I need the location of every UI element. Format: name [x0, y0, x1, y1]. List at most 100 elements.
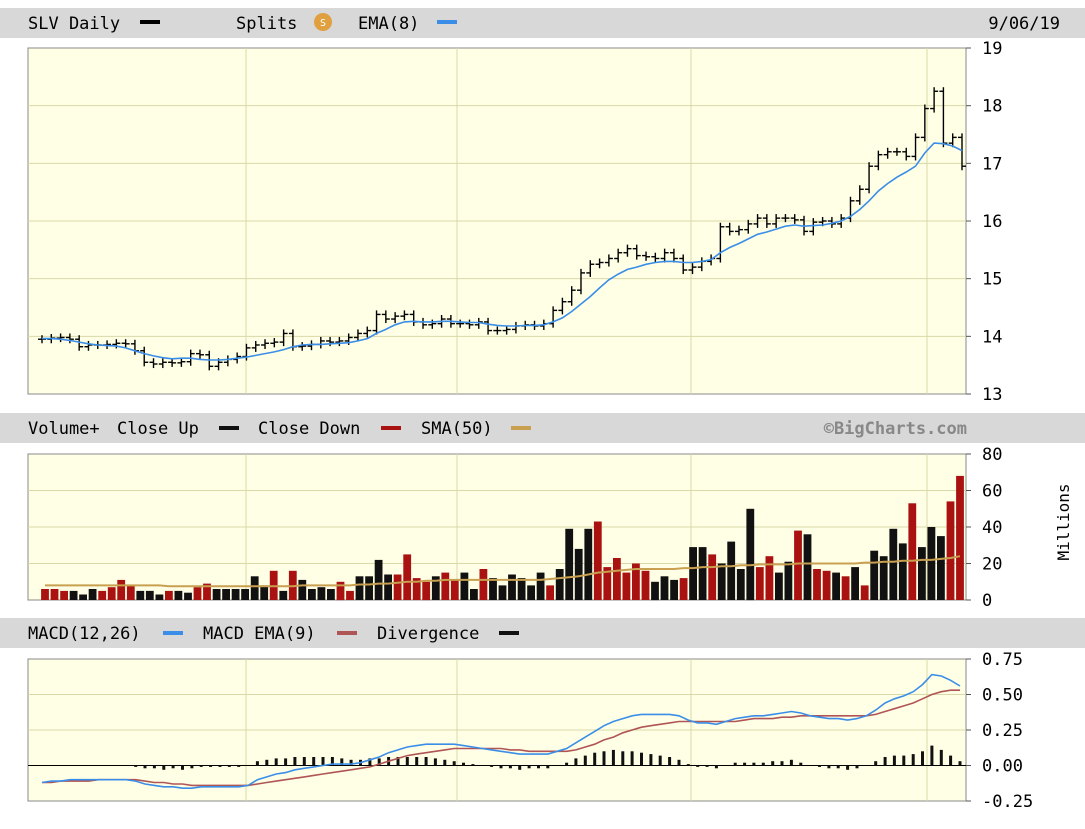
divergence-bar: [209, 765, 213, 767]
volume-bar: [98, 590, 107, 600]
volume-bar: [574, 548, 583, 600]
divergence-bar: [883, 757, 887, 766]
volume-unit-label: Millions: [1054, 483, 1073, 560]
divergence-bar: [593, 752, 597, 766]
sma-swatch: [511, 426, 531, 430]
volume-bar: [174, 590, 183, 600]
volume-bar: [832, 572, 840, 600]
volume-bar: [584, 528, 593, 600]
volume-bar: [317, 587, 326, 600]
divergence-bar: [199, 765, 203, 767]
volume-bar: [651, 581, 659, 601]
volume-bar: [126, 585, 135, 600]
volume-bar: [450, 579, 459, 600]
divergence-bar: [761, 762, 765, 766]
price-header-bar: [0, 8, 1085, 38]
divergence-bar: [152, 765, 156, 769]
divergence-bar: [312, 757, 316, 766]
divergence-swatch: [499, 631, 519, 635]
symbol-legend-swatch: [140, 20, 160, 24]
volume-bar: [860, 585, 869, 600]
volume-bar: [193, 587, 202, 600]
volume-bar: [355, 576, 364, 600]
bigcharts-watermark: ©BigCharts.com: [824, 419, 967, 439]
volume-bar: [41, 589, 49, 600]
volume-bar: [470, 589, 478, 600]
y-tick-label: -0.25: [982, 792, 1033, 812]
divergence-bar: [330, 757, 334, 766]
divergence-bar: [658, 755, 662, 766]
divergence-bar: [227, 765, 231, 767]
divergence-bar: [171, 765, 175, 769]
volume-bar: [746, 508, 755, 601]
volume-bar: [536, 572, 545, 600]
volume-bar: [546, 585, 554, 600]
divergence-bar: [340, 758, 344, 766]
volume-bar: [517, 578, 526, 600]
volume-bar: [755, 567, 764, 600]
chart-date: 9/06/19: [988, 14, 1060, 34]
divergence-bar: [574, 758, 578, 766]
divergence-bar: [415, 757, 419, 766]
divergence-bar: [649, 754, 653, 766]
divergence-bar: [668, 757, 672, 766]
divergence-bar: [640, 752, 643, 766]
volume-bar: [374, 559, 383, 600]
volume-bar: [260, 585, 269, 600]
divergence-bar: [499, 765, 503, 769]
divergence-bar: [433, 758, 437, 766]
y-tick-label: 16: [982, 212, 1002, 232]
divergence-bar: [396, 757, 400, 766]
y-tick-label: 0.25: [982, 721, 1023, 741]
divergence-bar: [190, 765, 194, 769]
volume-bar: [775, 572, 783, 600]
volume-bar: [336, 581, 345, 601]
macd-header-bar: [0, 618, 1085, 648]
y-tick-label: 20: [982, 555, 1002, 575]
sma-label: SMA(50): [421, 419, 493, 439]
volume-bar: [279, 590, 288, 600]
divergence-bar: [255, 761, 259, 766]
close-up-label: Close Up: [117, 419, 199, 439]
divergence-bar: [284, 758, 288, 766]
volume-bar: [736, 569, 745, 600]
divergence-bar: [874, 761, 878, 766]
price-ohlc-bars: [38, 87, 966, 371]
y-tick-label: 13: [982, 385, 1002, 405]
volume-bar: [632, 563, 640, 600]
splits-label: Splits: [236, 14, 297, 34]
volume-bar: [613, 558, 621, 600]
divergence-bar: [949, 755, 953, 766]
volume-bar: [565, 528, 574, 600]
macd-ema-swatch: [337, 631, 357, 635]
sma-line: [45, 555, 961, 588]
divergence-bar: [939, 749, 943, 766]
volume-bar: [403, 554, 412, 600]
ema-label: EMA(8): [358, 14, 419, 34]
splits-badge-icon[interactable]: [314, 13, 332, 31]
divergence-bar: [818, 765, 821, 767]
symbol-label: SLV Daily: [28, 14, 120, 34]
volume-bar: [346, 590, 354, 600]
divergence-bar: [537, 765, 540, 769]
volume-bar: [165, 590, 173, 600]
price-y-axis: 19 18 17 16 15 14 13: [966, 39, 1002, 405]
macd-ema-label: MACD EMA(9): [203, 624, 316, 644]
volume-bar: [527, 585, 535, 600]
divergence-bar: [686, 764, 690, 766]
volume-bar: [670, 579, 678, 600]
volume-bar: [327, 589, 335, 600]
volume-bar: [508, 574, 516, 600]
divergence-bar: [405, 757, 409, 766]
volume-bar: [412, 578, 421, 600]
divergence-bar: [930, 745, 934, 766]
divergence-bar: [508, 765, 512, 769]
volume-label: Volume+: [28, 419, 100, 439]
divergence-bar: [546, 765, 550, 769]
divergence-bar: [911, 754, 915, 766]
divergence-bar: [714, 765, 718, 769]
divergence-bar: [293, 757, 297, 766]
volume-bar: [603, 567, 612, 600]
volume-bar: [927, 527, 936, 600]
volume-bar: [727, 541, 736, 600]
